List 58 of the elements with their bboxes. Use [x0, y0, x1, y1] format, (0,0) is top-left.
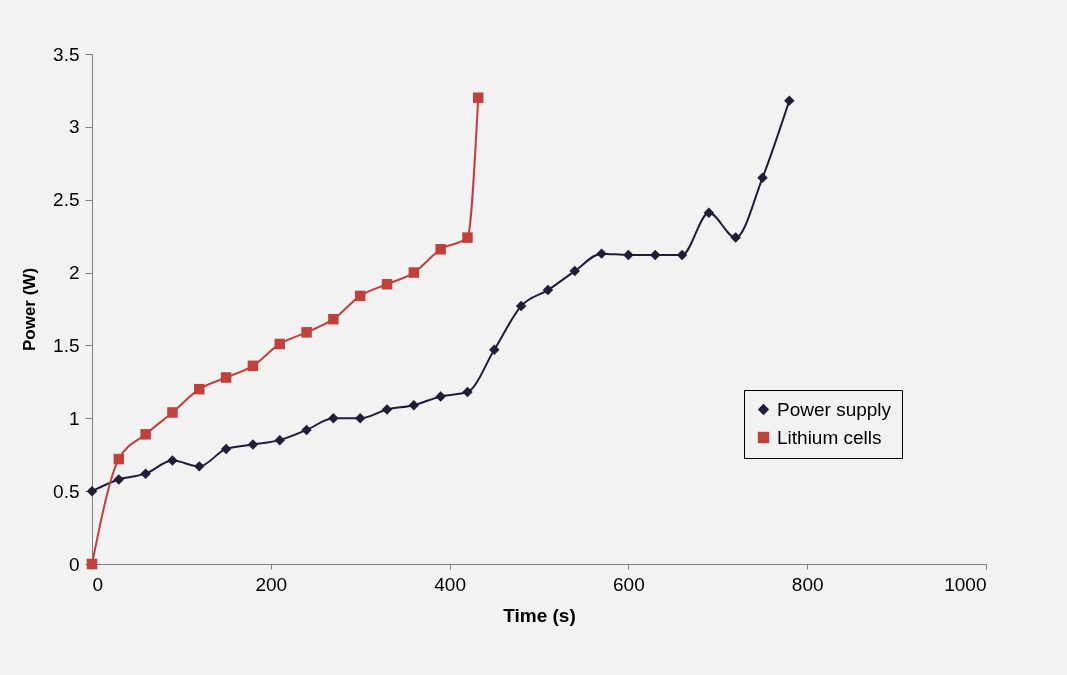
point [140, 429, 151, 440]
point [435, 391, 446, 402]
point [730, 232, 741, 243]
x-tick-label: 1000 [944, 573, 987, 595]
x-axis-title: Time (s) [503, 604, 576, 626]
point [596, 248, 607, 259]
x-tick-label: 600 [613, 573, 645, 595]
point [703, 207, 715, 219]
point [328, 413, 339, 424]
x-tick-label: 400 [434, 573, 466, 595]
point [381, 404, 393, 415]
point [408, 267, 420, 278]
point [381, 278, 393, 290]
point [462, 386, 473, 398]
point [515, 300, 527, 312]
point [113, 474, 125, 485]
point [354, 413, 366, 424]
x-tick-label: 800 [791, 573, 824, 595]
point [301, 424, 312, 436]
point [220, 443, 232, 455]
y-axis-title: Power (W) [20, 267, 40, 352]
y-tick-label: 3.5 [53, 43, 80, 65]
point [623, 249, 634, 261]
y-tick-label: 3 [68, 116, 80, 138]
y-tick-label: 2.5 [53, 189, 80, 211]
point [489, 344, 500, 356]
point [462, 232, 473, 243]
y-tick-label: 2 [68, 262, 80, 284]
y-tick-label: 1.5 [53, 334, 80, 356]
point [274, 338, 285, 350]
point [194, 383, 205, 395]
y-tick-label: 0.5 [53, 480, 80, 502]
point [86, 485, 98, 497]
legend-label: Lithium cells [777, 426, 882, 448]
point [140, 468, 151, 479]
y-tick-label: 1 [68, 407, 80, 429]
x-tick-label: 200 [255, 573, 288, 595]
x-tick-label: 0 [92, 573, 104, 595]
legend-label: Power supply [777, 398, 892, 420]
point [328, 313, 339, 325]
point [113, 453, 125, 465]
point [784, 95, 795, 106]
point [757, 172, 768, 184]
y-tick-label: 0 [68, 553, 80, 575]
point [194, 461, 205, 472]
point [408, 399, 420, 411]
point [167, 455, 178, 466]
point [220, 372, 232, 383]
point [301, 327, 312, 338]
point [167, 407, 178, 418]
point [354, 290, 366, 302]
point [247, 360, 259, 372]
point [435, 244, 446, 255]
point [542, 284, 554, 296]
point [472, 92, 484, 103]
point [569, 265, 580, 277]
point [247, 439, 259, 450]
point [274, 434, 285, 446]
